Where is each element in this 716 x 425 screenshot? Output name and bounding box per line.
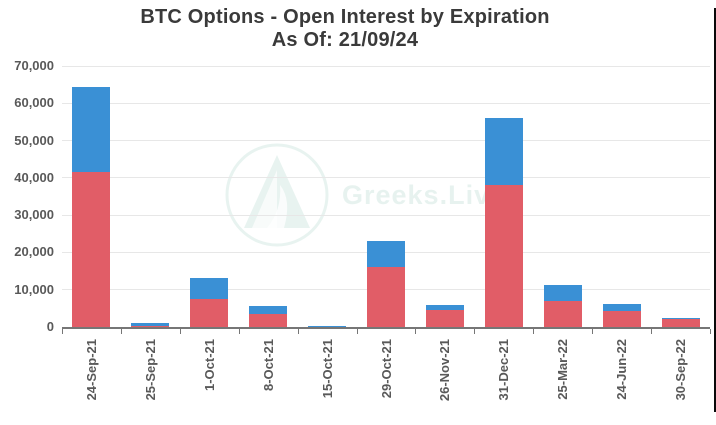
x-axis-tick — [356, 329, 358, 334]
x-axis-tick — [474, 329, 476, 334]
bar-segment-blue-1-Oct-21 — [190, 277, 229, 300]
y-axis-tick-label: 50,000 — [14, 132, 54, 148]
bar-segment-red-29-Oct-21 — [367, 266, 405, 327]
bar-segment-blue-24-Sep-21 — [72, 87, 111, 172]
bar-segment-blue-8-Oct-21 — [249, 306, 288, 315]
x-axis-label-1-Oct-21: 1-Oct-21 — [201, 339, 217, 392]
gridline-70,000 — [62, 65, 710, 67]
x-axis-tick — [651, 329, 653, 334]
plot-area — [62, 65, 710, 329]
y-axis-tick-label: 30,000 — [14, 207, 54, 223]
x-axis-label-25-Mar-22: 25-Mar-22 — [555, 339, 571, 400]
x-axis-label-30-Sep-22: 30-Sep-22 — [673, 339, 689, 401]
bar-segment-blue-25-Mar-22 — [543, 285, 582, 302]
bar-segment-red-24-Jun-22 — [602, 311, 641, 327]
x-axis-tick — [533, 329, 535, 334]
bar-segment-red-30-Sep-22 — [661, 318, 700, 327]
image-right-border — [714, 8, 716, 412]
y-axis-tick-label: 10,000 — [14, 281, 54, 297]
x-axis-tick — [592, 329, 594, 334]
x-axis-label-29-Oct-21: 29-Oct-21 — [378, 339, 394, 399]
bar-segment-blue-24-Jun-22 — [602, 303, 641, 312]
x-axis-tick — [415, 329, 417, 334]
bar-segment-red-26-Nov-21 — [425, 310, 464, 327]
bar-segment-red-25-Mar-22 — [543, 301, 582, 327]
bar-segment-red-8-Oct-21 — [249, 314, 288, 327]
bar-segment-red-25-Sep-21 — [131, 325, 170, 327]
gridline-50,000 — [62, 140, 710, 142]
y-axis-tick-label: 60,000 — [14, 95, 54, 111]
bar-segment-blue-25-Sep-21 — [131, 323, 170, 326]
x-axis-tick — [238, 329, 240, 334]
x-axis-label-24-Sep-21: 24-Sep-21 — [83, 339, 99, 401]
bar-segment-blue-31-Dec-21 — [484, 118, 523, 186]
bar-segment-red-31-Dec-21 — [484, 185, 523, 327]
bar-segment-blue-30-Sep-22 — [661, 318, 700, 319]
x-axis-label-25-Sep-21: 25-Sep-21 — [142, 339, 158, 401]
x-axis-tick — [120, 329, 122, 334]
bar-segment-red-1-Oct-21 — [190, 299, 229, 327]
x-axis-label-26-Nov-21: 26-Nov-21 — [437, 339, 453, 402]
gridline-30,000 — [62, 214, 710, 216]
chart-title: BTC Options - Open Interest by Expiratio… — [140, 6, 550, 28]
x-axis-tick — [62, 329, 63, 334]
bar-segment-blue-26-Nov-21 — [425, 304, 464, 311]
x-axis-tick — [710, 329, 711, 334]
x-axis-tick — [179, 329, 181, 334]
x-axis-label-24-Jun-22: 24-Jun-22 — [614, 339, 630, 400]
x-axis-label-15-Oct-21: 15-Oct-21 — [319, 339, 335, 399]
x-axis-label-8-Oct-21: 8-Oct-21 — [260, 339, 276, 392]
chart-subtitle: As Of: 21/09/24 — [271, 29, 419, 51]
y-axis-tick-label: 70,000 — [14, 58, 54, 73]
bar-segment-red-15-Oct-21 — [308, 326, 347, 327]
gridline-60,000 — [62, 102, 710, 104]
x-axis-label-31-Dec-21: 31-Dec-21 — [496, 339, 512, 401]
y-axis-tick-label: 40,000 — [14, 169, 54, 185]
y-axis-tick-label: 0 — [46, 319, 54, 334]
x-axis-tick — [297, 329, 299, 334]
bar-segment-blue-29-Oct-21 — [367, 241, 405, 267]
y-axis-tick-label: 20,000 — [14, 244, 54, 260]
chart-header: BTC Options - Open Interest by Expiratio… — [0, 6, 690, 52]
gridline-40,000 — [62, 177, 710, 179]
bar-segment-red-24-Sep-21 — [72, 171, 111, 327]
